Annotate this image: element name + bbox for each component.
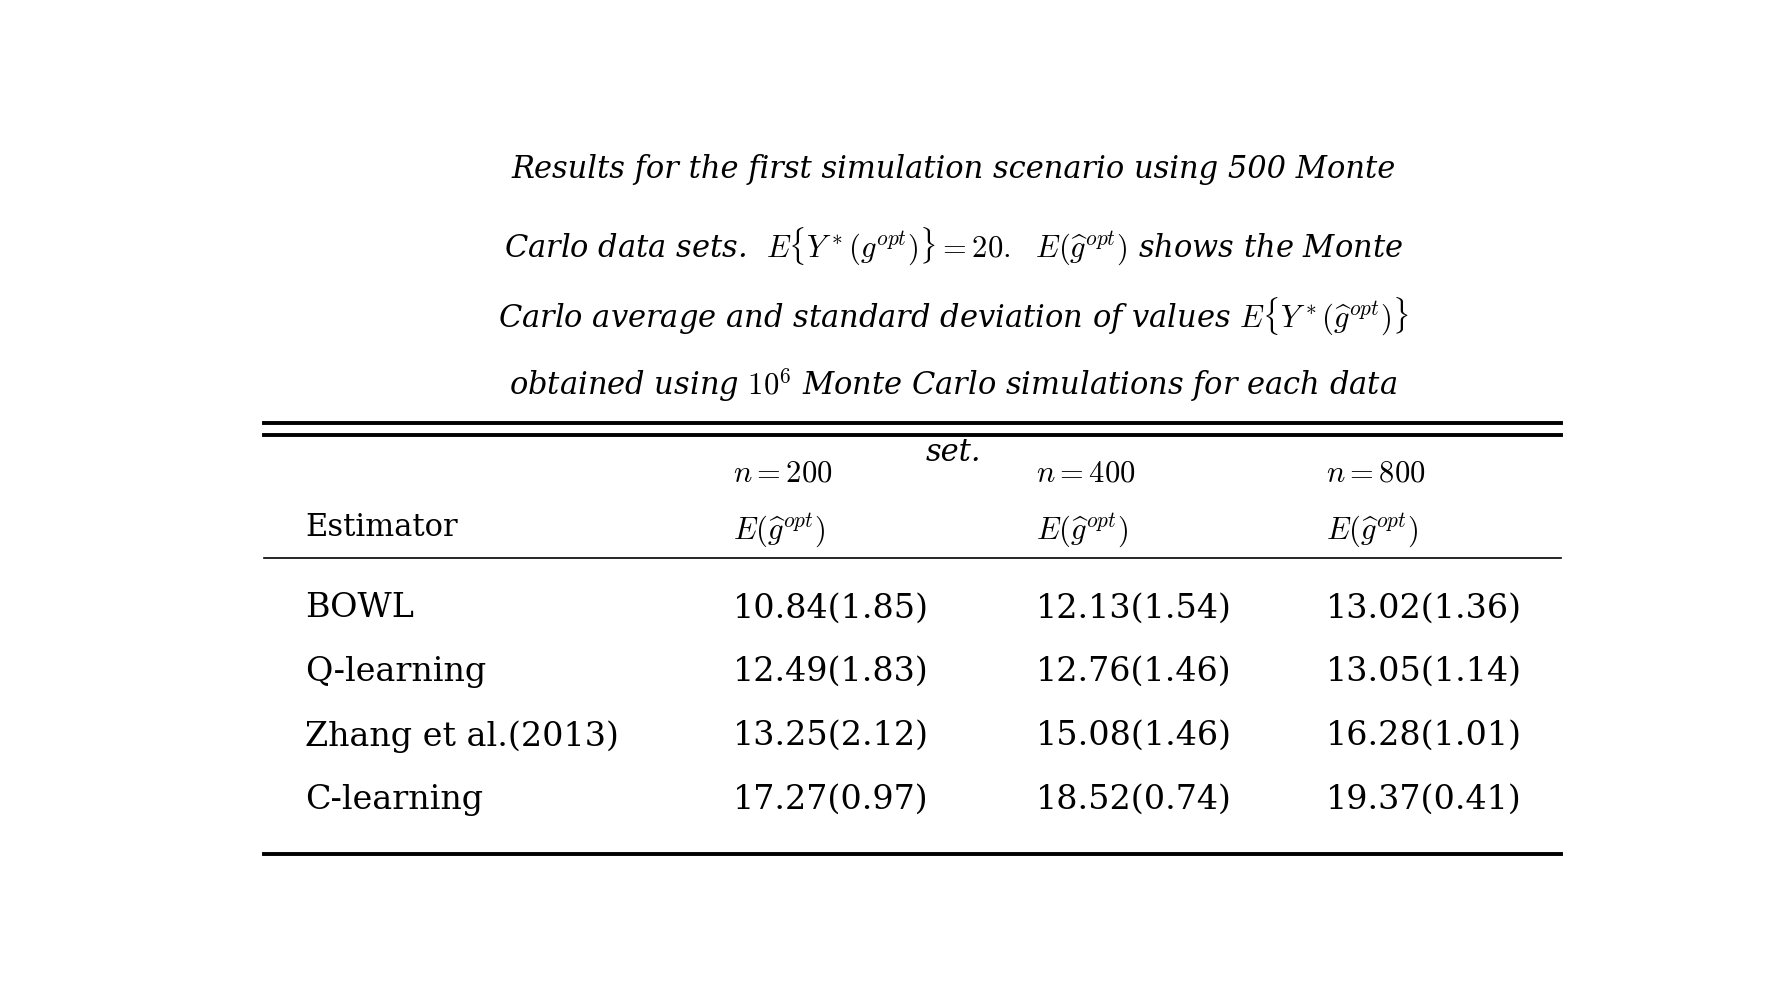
Text: 13.05(1.14): 13.05(1.14) [1326,656,1522,689]
Text: 19.37(0.41): 19.37(0.41) [1326,783,1522,815]
Text: 13.25(2.12): 13.25(2.12) [733,720,929,751]
Text: Carlo average and standard deviation of values $E\{Y^*(\widehat{g}^{opt})\}$: Carlo average and standard deviation of … [498,295,1408,337]
Text: $E(\widehat{g}^{opt})$: $E(\widehat{g}^{opt})$ [1326,512,1419,550]
Text: 13.02(1.36): 13.02(1.36) [1326,593,1522,625]
Text: 18.52(0.74): 18.52(0.74) [1036,783,1232,815]
Text: Results for the first simulation scenario using 500 Monte: Results for the first simulation scenari… [511,155,1396,186]
Text: 10.84(1.85): 10.84(1.85) [733,593,929,625]
Text: $n = 200$: $n = 200$ [733,458,833,489]
Text: 12.13(1.54): 12.13(1.54) [1036,593,1232,625]
Text: $n = 400$: $n = 400$ [1036,458,1136,489]
Text: $n = 800$: $n = 800$ [1326,458,1426,489]
Text: 17.27(0.97): 17.27(0.97) [733,783,929,815]
Text: obtained using $10^6$ Monte Carlo simulations for each data: obtained using $10^6$ Monte Carlo simula… [509,366,1397,404]
Text: Zhang et al.(2013): Zhang et al.(2013) [306,720,619,752]
Text: set.: set. [926,437,981,468]
Text: 12.76(1.46): 12.76(1.46) [1036,656,1232,689]
Text: Carlo data sets.  $E\{Y^*(g^{opt})\} = 20.$  $E(\widehat{g}^{opt})$ shows the Mo: Carlo data sets. $E\{Y^*(g^{opt})\} = 20… [504,225,1403,266]
Text: $E(\widehat{g}^{opt})$: $E(\widehat{g}^{opt})$ [733,512,824,550]
Text: C-learning: C-learning [306,783,484,815]
Text: 16.28(1.01): 16.28(1.01) [1326,720,1522,751]
Text: Estimator: Estimator [306,512,457,543]
Text: BOWL: BOWL [306,593,415,625]
Text: 15.08(1.46): 15.08(1.46) [1036,720,1232,751]
Text: 12.49(1.83): 12.49(1.83) [733,656,929,689]
Text: Q-learning: Q-learning [306,656,486,689]
Text: $E(\widehat{g}^{opt})$: $E(\widehat{g}^{opt})$ [1036,512,1129,550]
